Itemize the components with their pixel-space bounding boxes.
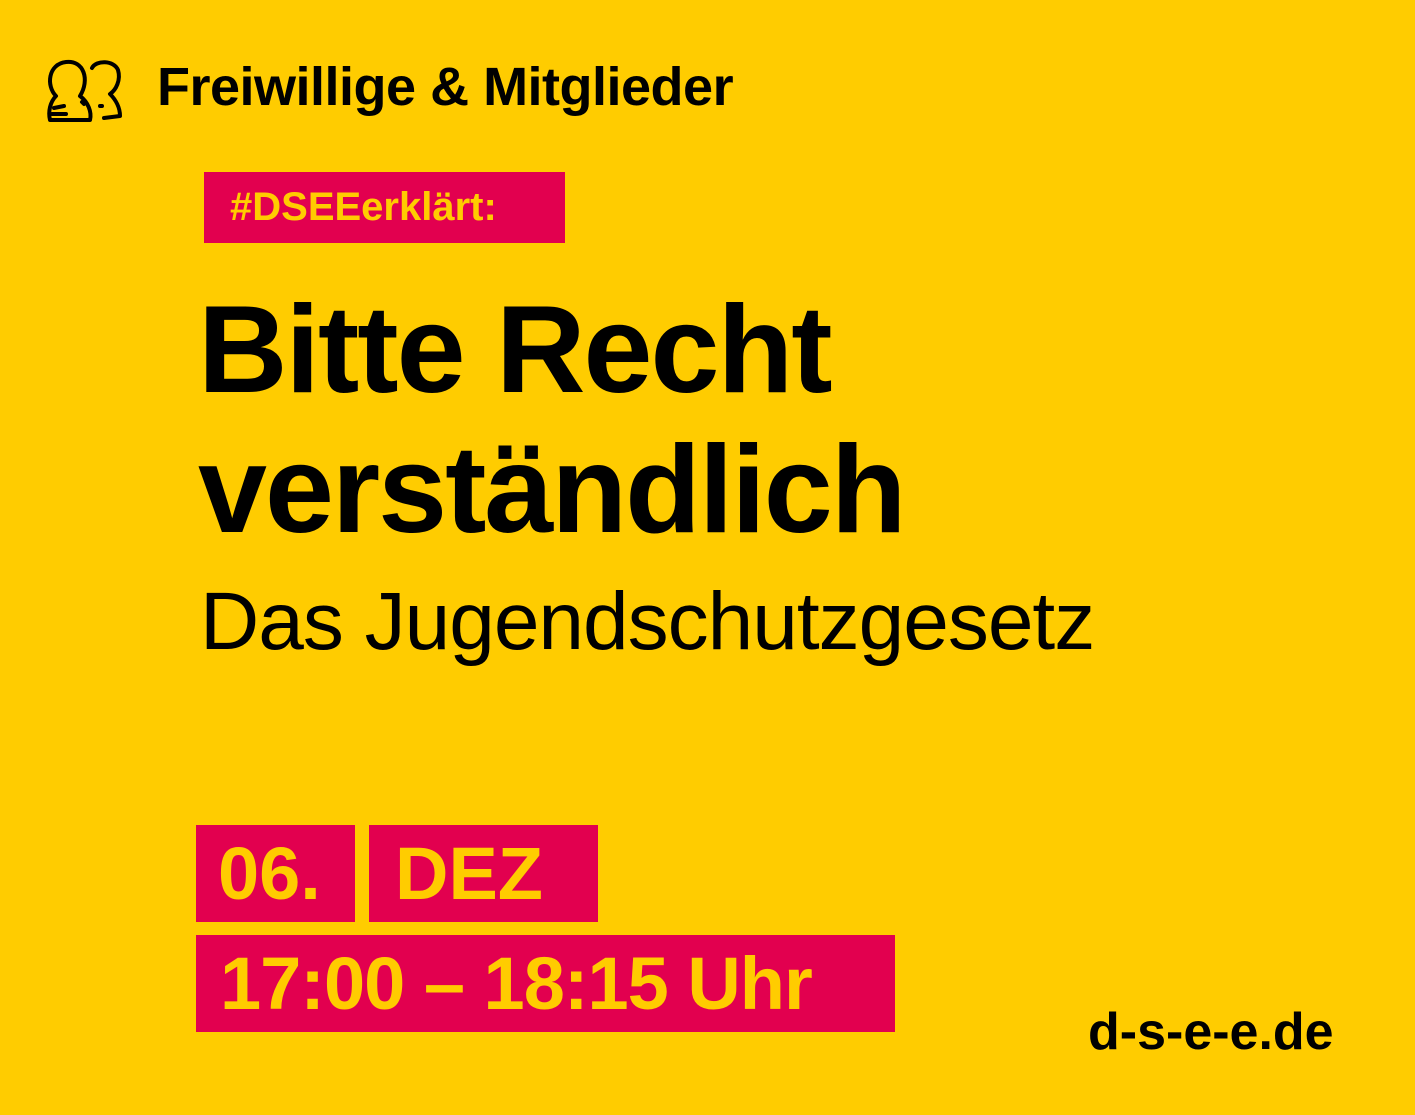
event-month: DEZ [369,825,598,922]
people-icon [47,59,122,122]
header-label: Freiwillige & Mitglieder [157,57,734,117]
hashtag-badge: #DSEEerklärt: [204,172,565,243]
title-line-2: verständlich [198,421,906,559]
event-day: 06. [196,825,355,922]
subtitle: Das Jugendschutzgesetz [200,576,1095,667]
event-time: 17:00 – 18:15 Uhr [196,935,895,1032]
page-title: Bitte Recht verständlich [198,280,906,560]
website-url: d-s-e-e.de [1088,1003,1334,1061]
title-line-1: Bitte Recht [198,281,833,419]
